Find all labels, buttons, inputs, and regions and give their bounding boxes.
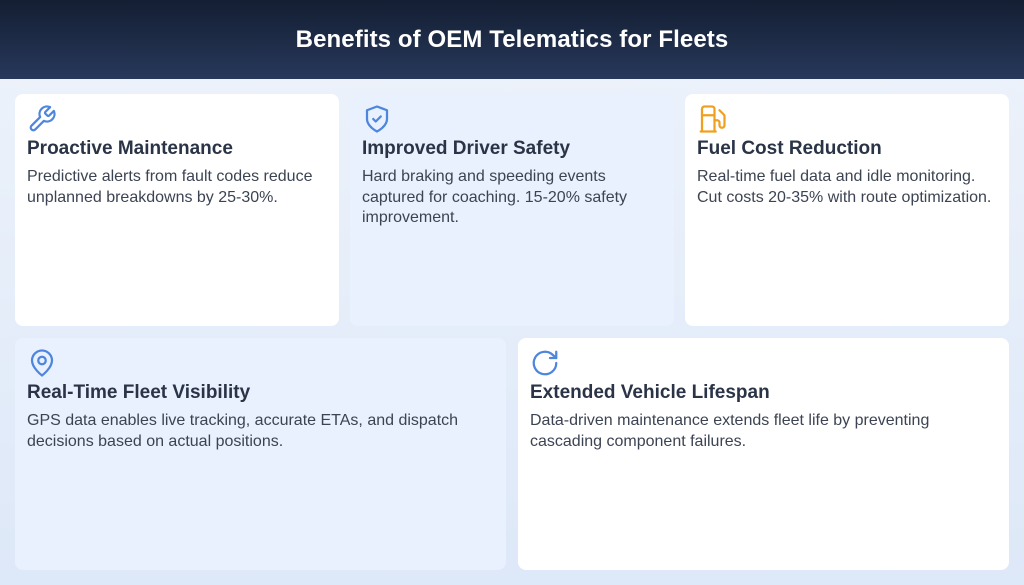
wrench-icon xyxy=(29,105,56,132)
map-pin-icon xyxy=(30,349,54,377)
refresh-icon xyxy=(532,350,558,376)
page-header: Benefits of OEM Telematics for Fleets xyxy=(0,0,1024,79)
card-title: Extended Vehicle Lifespan xyxy=(530,382,770,403)
card-title: Improved Driver Safety xyxy=(362,138,571,159)
card-title: Real-Time Fleet Visibility xyxy=(27,382,251,403)
card-real-time-fleet-visibility: Real-Time Fleet Visibility GPS data enab… xyxy=(15,338,506,570)
card-extended-vehicle-lifespan: Extended Vehicle Lifespan Data-driven ma… xyxy=(518,338,1009,570)
card-text: Data-driven maintenance extends fleet li… xyxy=(530,412,930,450)
card-title: Fuel Cost Reduction xyxy=(697,138,882,159)
card-proactive-maintenance: Proactive Maintenance Predictive alerts … xyxy=(15,94,339,326)
card-text: GPS data enables live tracking, accurate… xyxy=(27,412,459,450)
page-title: Benefits of OEM Telematics for Fleets xyxy=(295,25,729,53)
card-title: Proactive Maintenance xyxy=(27,138,233,159)
card-text: Real-time fuel data and idle monitoring.… xyxy=(697,168,992,206)
card-improved-driver-safety: Improved Driver Safety Hard braking and … xyxy=(350,94,674,326)
card-text: Hard braking and speeding events capture… xyxy=(362,168,628,226)
card-text: Predictive alerts from fault codes reduc… xyxy=(27,168,313,206)
card-fuel-cost-reduction: Fuel Cost Reduction Real-time fuel data … xyxy=(685,94,1009,326)
fuel-pump-icon xyxy=(699,105,726,133)
shield-check-icon xyxy=(365,105,389,133)
